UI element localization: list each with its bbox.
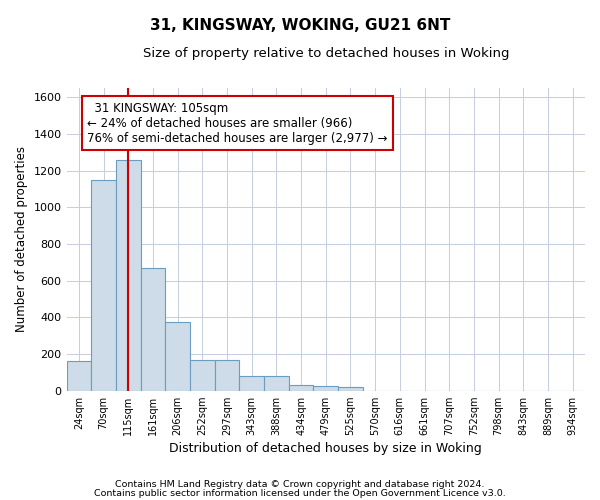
Bar bbox=[215, 360, 239, 390]
Bar bbox=[338, 387, 363, 390]
Title: Size of property relative to detached houses in Woking: Size of property relative to detached ho… bbox=[143, 48, 509, 60]
Bar bbox=[91, 180, 116, 390]
Bar bbox=[165, 322, 190, 390]
Y-axis label: Number of detached properties: Number of detached properties bbox=[15, 146, 28, 332]
Bar bbox=[116, 160, 140, 390]
Bar bbox=[190, 360, 215, 390]
Text: Contains public sector information licensed under the Open Government Licence v3: Contains public sector information licen… bbox=[94, 488, 506, 498]
Text: Contains HM Land Registry data © Crown copyright and database right 2024.: Contains HM Land Registry data © Crown c… bbox=[115, 480, 485, 489]
Bar bbox=[67, 362, 91, 390]
Bar bbox=[140, 268, 165, 390]
Bar bbox=[313, 386, 338, 390]
Bar bbox=[239, 376, 264, 390]
Bar bbox=[289, 385, 313, 390]
Bar bbox=[264, 376, 289, 390]
X-axis label: Distribution of detached houses by size in Woking: Distribution of detached houses by size … bbox=[169, 442, 482, 455]
Text: 31, KINGSWAY, WOKING, GU21 6NT: 31, KINGSWAY, WOKING, GU21 6NT bbox=[150, 18, 450, 32]
Text: 31 KINGSWAY: 105sqm
← 24% of detached houses are smaller (966)
76% of semi-detac: 31 KINGSWAY: 105sqm ← 24% of detached ho… bbox=[87, 102, 388, 144]
